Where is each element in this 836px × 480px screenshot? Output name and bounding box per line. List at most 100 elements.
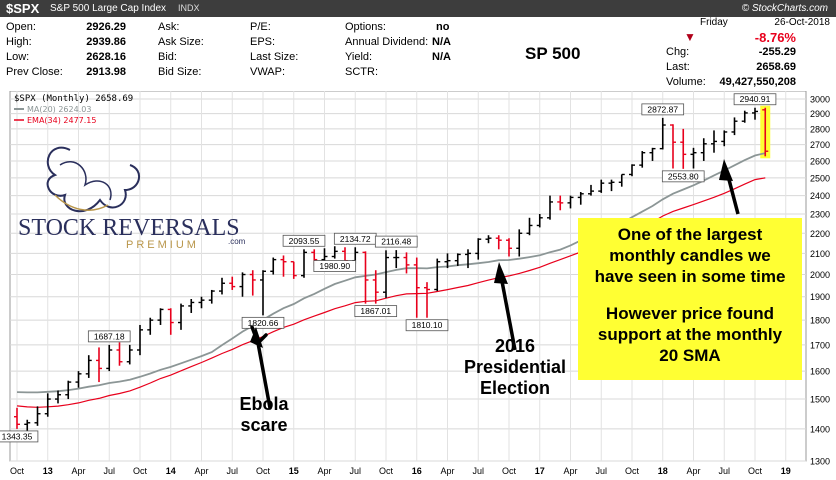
dividend-value: N/A	[432, 36, 451, 48]
x-tick-label: Oct	[379, 466, 394, 476]
bull-bear-logo-icon	[46, 146, 140, 213]
bidsize-label: Bid Size:	[158, 66, 202, 78]
low-label: Low:	[6, 51, 30, 63]
ma20-line	[16, 152, 766, 394]
open-label: Open:	[6, 21, 36, 33]
price-label-box	[282, 234, 326, 247]
price-label: 1867.01	[360, 306, 391, 316]
y-tick-label: 1500	[810, 395, 830, 405]
price-label-box	[374, 235, 418, 248]
logo-premium: PREMIUM	[126, 239, 199, 251]
logo: STOCK REVERSALS PREMIUM .com	[18, 146, 246, 251]
chart-title: SP 500	[525, 44, 581, 63]
logo-text: STOCK REVERSALS	[18, 215, 240, 241]
chg-value: -255.29	[758, 46, 796, 58]
open-value: 2926.29	[86, 21, 126, 33]
sctr-label: SCTR:	[345, 66, 378, 78]
y-tick-label: 1700	[810, 340, 830, 350]
dividend-label: Annual Dividend:	[345, 36, 429, 48]
symbol: $SPX	[6, 1, 40, 16]
x-tick-label: Apr	[563, 466, 577, 476]
x-tick-label: 19	[781, 466, 791, 476]
volume-value: 49,427,550,208	[719, 76, 796, 88]
y-tick-label: 1400	[810, 424, 830, 434]
price-label-box	[405, 319, 449, 332]
low-value: 2628.16	[86, 51, 126, 63]
high-value: 2939.86	[86, 36, 126, 48]
x-tick-label: Jul	[226, 466, 238, 476]
exchange: INDX	[178, 3, 200, 13]
x-tick-label: Oct	[256, 466, 271, 476]
x-tick-label: Jul	[595, 466, 607, 476]
last-value: 2658.69	[756, 61, 796, 73]
x-tick-label: Jul	[718, 466, 730, 476]
prevclose-label: Prev Close:	[6, 66, 63, 78]
arrow-up-icon	[250, 327, 263, 348]
y-tick-label: 1800	[810, 316, 830, 326]
price-label: 2940.91	[740, 94, 771, 104]
legend-price: $SPX (Monthly) 2658.69	[14, 94, 133, 104]
election-line-2: Presidential	[463, 357, 567, 377]
highlight-callout: One of the largest monthly candles we ha…	[578, 218, 802, 380]
price-label-box	[661, 170, 705, 183]
x-tick-label: Oct	[748, 466, 763, 476]
y-tick-label: 2300	[810, 210, 830, 220]
price-label-box	[313, 260, 357, 272]
ask-label: Ask:	[158, 21, 180, 33]
price-label: 2553.80	[668, 171, 699, 181]
callout-line-3: have seen in some time	[594, 267, 786, 286]
callout-line-1: One of the largest	[617, 225, 763, 244]
callout-line-4: However price found	[605, 304, 775, 323]
price-label: 1343.35	[2, 431, 33, 441]
x-tick-label: Jul	[103, 466, 115, 476]
yield-value: N/A	[432, 51, 451, 63]
price-label: 2872.87	[647, 104, 678, 114]
price-label-box	[354, 305, 398, 318]
price-label-box	[0, 430, 39, 443]
ebola-line-1: Ebola	[239, 394, 289, 414]
arrow-up-icon	[719, 159, 733, 181]
price-label: 2116.48	[381, 237, 411, 247]
x-tick-label: 15	[289, 466, 299, 476]
x-tick-label: Apr	[71, 466, 85, 476]
price-label-box	[733, 93, 777, 106]
day: Friday	[700, 17, 728, 28]
price-label-box	[241, 316, 285, 329]
chart-header: $SPX S&P 500 Large Cap Index INDX © Stoc…	[0, 0, 836, 17]
price-label: 2093.55	[289, 236, 320, 246]
x-tick-label: 18	[658, 466, 668, 476]
x-tick-label: Apr	[317, 466, 331, 476]
brand-credit: © StockCharts.com	[741, 3, 828, 14]
y-tick-label: 1900	[810, 292, 830, 302]
x-tick-label: Apr	[440, 466, 454, 476]
callout-line-5: support at the monthly	[597, 325, 783, 344]
election-note: 2016 Presidential Election	[455, 336, 575, 399]
y-tick-label: 2000	[810, 270, 830, 280]
arrow-up-icon	[494, 262, 508, 284]
high-label: High:	[6, 36, 32, 48]
x-tick-label: Apr	[686, 466, 700, 476]
change-percent: -8.76%	[754, 30, 796, 45]
price-label: 1980.90	[319, 261, 350, 271]
y-tick-label: 3000	[810, 95, 830, 105]
election-line-1: 2016	[494, 336, 536, 356]
legend-ema: EMA(34) 2477.15	[27, 116, 96, 125]
callout-line-6: 20 SMA	[659, 346, 721, 365]
chg-label: Chg:	[666, 46, 690, 58]
callout-line-2: monthly candles we	[609, 246, 771, 265]
y-tick-label: 2900	[810, 109, 830, 119]
down-arrow-icon: ▼	[684, 30, 696, 44]
y-tick-label: 1600	[810, 367, 830, 377]
vwap-label: VWAP:	[250, 66, 286, 78]
x-tick-label: Jul	[349, 466, 361, 476]
date: 26-Oct-2018	[774, 17, 830, 28]
volume-label: Volume:	[666, 76, 706, 88]
ebola-note: Ebola scare	[234, 394, 294, 436]
legend-ma: MA(20) 2624.03	[27, 105, 91, 114]
y-tick-label: 2100	[810, 249, 830, 259]
options-label: Options:	[345, 21, 386, 33]
election-line-3: Election	[479, 378, 550, 398]
x-tick-label: 13	[43, 466, 53, 476]
x-tick-label: Apr	[194, 466, 208, 476]
lastsize-label: Last Size:	[250, 51, 299, 63]
